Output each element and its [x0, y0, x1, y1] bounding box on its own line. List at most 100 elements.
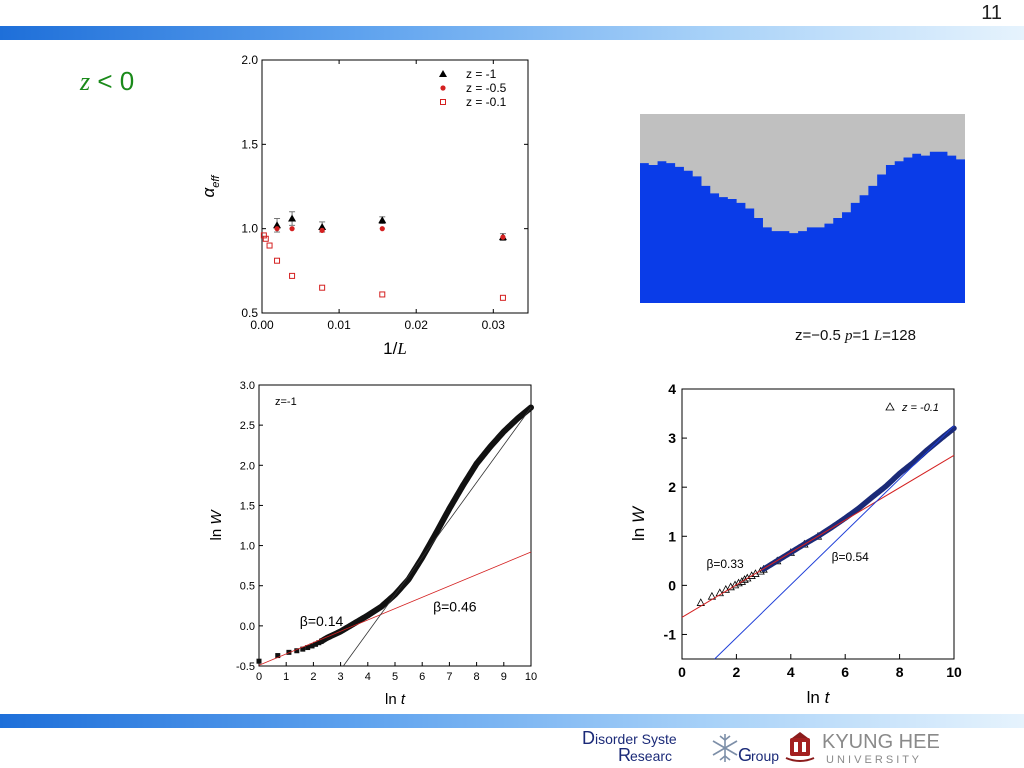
y-tick-label: 0	[668, 577, 676, 593]
y-axis-label-var: W	[629, 505, 648, 523]
x-tick-label: 4	[365, 671, 371, 683]
y-tick-label: -1	[664, 626, 677, 642]
x-tick-label: 10	[525, 671, 537, 683]
x-tick-label: 2	[733, 664, 741, 680]
data-point-dot	[379, 226, 385, 232]
x-axis-label: 1/L	[383, 339, 407, 358]
y-tick-label: -0.5	[236, 661, 255, 673]
y-tick-label: 1.5	[240, 500, 255, 512]
y-tick-label: 0.5	[240, 581, 255, 593]
header-band	[0, 26, 1024, 40]
plot-frame	[681, 388, 955, 660]
data-point	[300, 646, 306, 652]
caption-L-var: L	[873, 328, 883, 344]
fit-label: β=0.54	[832, 550, 870, 564]
fit-label: β=0.46	[433, 598, 477, 614]
data-point	[256, 658, 262, 664]
x-tick-label: 7	[446, 671, 452, 683]
y-tick-label: 3.0	[240, 380, 255, 392]
dsrg-line1-big: D	[582, 728, 595, 748]
dsrg-line2-big: R	[618, 745, 631, 765]
khu-name: KYUNG HEE	[822, 731, 940, 753]
y-tick-label: 2.0	[240, 460, 255, 472]
legend-label: z = -0.5	[466, 81, 507, 95]
data-point-square	[260, 232, 267, 239]
dsrg-logo: D isorder Syste R esearc G roup	[582, 728, 779, 765]
y-axis-label-main: α	[199, 186, 218, 197]
x-tick-label: 0.00	[250, 318, 274, 332]
condition-var: z	[80, 67, 91, 96]
y-tick-label: 2	[668, 479, 676, 495]
snowflake-icon	[712, 734, 738, 762]
x-tick-label: 10	[946, 664, 962, 680]
series-1	[274, 226, 506, 240]
x-axis-label: ln t	[385, 691, 406, 708]
x-tick-label: 8	[896, 664, 904, 680]
x-tick-label: 3	[338, 671, 344, 683]
data-curve	[318, 404, 534, 645]
y-tick-label: 1.5	[241, 137, 258, 151]
caption-L-rest: =128	[882, 327, 916, 344]
y-axis-label-main: ln	[208, 525, 225, 541]
x-tick-label: 2	[310, 671, 316, 683]
snapshot-caption: z=−0.5 p=1 L=128	[795, 327, 916, 345]
data-point-triangle	[273, 221, 282, 229]
data-point-square	[262, 235, 269, 242]
footer-logos: D isorder Syste R esearc G roup KYUNG HE…	[582, 728, 940, 766]
data-point-square	[274, 257, 281, 264]
data-point-square	[499, 294, 506, 301]
legend-label: z = -0.1	[901, 402, 939, 414]
condition-rest: < 0	[90, 66, 135, 96]
x-axis-label-var: t	[825, 688, 831, 707]
fit-line	[681, 454, 955, 618]
fit-line	[342, 407, 532, 667]
data-point-square	[289, 272, 296, 279]
x-tick-label: 6	[419, 671, 425, 683]
data-point	[715, 588, 724, 597]
fit-line	[714, 425, 955, 660]
x-axis-label: ln t	[807, 688, 831, 707]
x-tick-label: 0.01	[327, 318, 351, 332]
data-point	[316, 640, 322, 646]
plot-frame	[261, 59, 529, 314]
x-tick-label: 0	[678, 664, 686, 680]
x-tick-label: 4	[787, 664, 795, 680]
slide-condition: z < 0	[80, 66, 134, 97]
data-point-dot	[440, 85, 446, 91]
x-tick-label: 0	[256, 671, 262, 683]
legend-label: z = -0.1	[466, 95, 507, 109]
data-point	[305, 645, 311, 651]
caption-p-rest: =1	[852, 327, 874, 344]
x-axis-label-main: ln	[807, 688, 825, 707]
y-tick-label: 0.5	[241, 306, 258, 320]
y-axis-label-var: W	[208, 509, 225, 525]
data-point-triangle	[288, 214, 297, 222]
legend-label: z = -1	[466, 67, 497, 81]
surface-snapshot	[640, 114, 965, 303]
dsrg-line1-rest: isorder Syste	[595, 731, 677, 747]
y-tick-label: 1	[668, 528, 676, 544]
x-axis-label-main: ln	[385, 691, 401, 708]
data-point-square	[266, 242, 273, 249]
data-point-square	[440, 99, 446, 105]
x-tick-label: 0.02	[405, 318, 429, 332]
data-point	[309, 643, 315, 649]
data-point-square	[379, 291, 386, 298]
x-tick-label: 1	[283, 671, 289, 683]
legend-marker	[885, 402, 895, 411]
data-point-dot	[274, 226, 280, 232]
fit-label: β=0.33	[706, 557, 744, 571]
x-axis-label-var: L	[396, 339, 406, 358]
chart-annotation: z=-1	[275, 396, 297, 408]
surface-region	[640, 151, 965, 303]
x-axis-label-main: 1/	[383, 339, 397, 358]
y-axis-label: ln W	[629, 505, 648, 541]
y-axis-label-main: ln	[629, 523, 648, 541]
x-tick-label: 9	[501, 671, 507, 683]
y-tick-label: 3	[668, 430, 676, 446]
data-point-dot	[500, 234, 506, 240]
x-axis-label-var: t	[401, 691, 406, 708]
caption-z: z=−0.5	[795, 327, 846, 344]
